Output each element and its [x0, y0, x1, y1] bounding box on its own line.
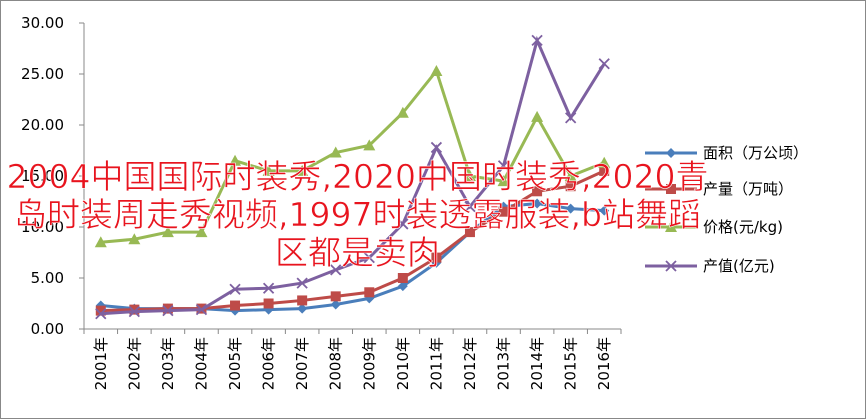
- x-tick-label: 2009年: [360, 337, 378, 390]
- marker: [431, 252, 442, 263]
- marker: [598, 58, 610, 70]
- marker: [565, 112, 577, 124]
- x-tick-label: 2004年: [192, 337, 210, 390]
- legend-label: 产值(亿元): [703, 257, 775, 275]
- y-tick-label: 10.00: [21, 218, 64, 236]
- marker: [229, 154, 242, 166]
- marker: [665, 260, 677, 272]
- marker: [195, 226, 208, 238]
- marker: [565, 203, 576, 214]
- marker: [564, 170, 577, 181]
- x-tick-label: 2012年: [461, 337, 479, 390]
- x-tick-label: 2008年: [327, 337, 345, 390]
- marker: [464, 227, 475, 238]
- marker: [128, 306, 140, 318]
- marker: [565, 181, 576, 192]
- marker: [330, 291, 341, 302]
- x-tick-label: 2014年: [528, 337, 546, 390]
- marker: [599, 205, 610, 216]
- marker: [162, 303, 173, 314]
- y-tick-label: 20.00: [21, 116, 64, 134]
- legend-label: 价格(元/kg): [703, 218, 783, 236]
- marker: [397, 273, 408, 283]
- marker: [463, 170, 476, 181]
- y-tick-label: 15.00: [21, 167, 64, 185]
- marker: [297, 303, 308, 314]
- marker: [296, 277, 308, 289]
- legend-label: 面积（万公顷）: [703, 144, 808, 162]
- marker: [666, 184, 676, 194]
- marker: [532, 198, 543, 209]
- marker: [464, 200, 476, 213]
- marker: [363, 139, 376, 151]
- marker: [430, 141, 443, 154]
- marker: [94, 236, 107, 248]
- series-line: [100, 35, 606, 316]
- y-tick-label: 25.00: [21, 65, 64, 83]
- x-tick-label: 2013年: [495, 337, 513, 390]
- marker: [230, 300, 241, 311]
- x-tick-label: 2003年: [159, 337, 177, 390]
- series-line: [100, 169, 605, 313]
- x-tick-label: 2015年: [562, 337, 580, 390]
- x-tick-label: 2001年: [92, 337, 110, 390]
- marker: [497, 175, 510, 187]
- x-tick-label: 2002年: [125, 337, 143, 390]
- marker: [364, 287, 375, 298]
- y-tick-label: 0.00: [31, 320, 64, 338]
- marker: [598, 156, 611, 168]
- marker: [330, 264, 342, 276]
- marker: [430, 64, 443, 76]
- marker: [262, 164, 275, 176]
- y-tick-label: 5.00: [31, 269, 64, 287]
- marker: [666, 148, 676, 158]
- marker: [162, 305, 174, 317]
- marker: [498, 206, 509, 217]
- marker: [396, 106, 409, 118]
- series-line: [100, 67, 605, 244]
- y-tick-label: 30.00: [21, 14, 64, 32]
- x-tick-label: 2005年: [226, 337, 244, 390]
- marker: [531, 110, 544, 122]
- marker: [195, 303, 208, 316]
- marker: [95, 308, 107, 320]
- x-tick-label: 2007年: [293, 337, 311, 390]
- marker: [330, 299, 341, 310]
- x-tick-label: 2010年: [394, 337, 412, 390]
- marker: [129, 304, 140, 315]
- x-tick-label: 2011年: [427, 337, 445, 390]
- legend-label: 产量（万吨）: [703, 180, 793, 198]
- marker: [497, 160, 510, 172]
- marker: [665, 221, 677, 232]
- marker: [263, 298, 274, 309]
- marker: [262, 282, 275, 294]
- marker: [296, 164, 309, 176]
- overlay-title: 2004中国国际时装秀,2020中国时装秀,2020青岛时装周走秀视频,1997…: [6, 157, 709, 272]
- marker: [297, 295, 308, 306]
- marker: [532, 186, 543, 197]
- marker: [599, 165, 610, 176]
- marker: [397, 281, 408, 292]
- marker: [531, 34, 543, 46]
- marker: [229, 283, 241, 295]
- marker: [95, 305, 106, 316]
- marker: [397, 218, 409, 230]
- marker: [363, 251, 375, 264]
- x-tick-label: 2006年: [260, 337, 278, 390]
- marker: [128, 233, 141, 245]
- marker: [161, 226, 174, 238]
- marker: [329, 146, 342, 158]
- x-tick-label: 2016年: [595, 337, 613, 390]
